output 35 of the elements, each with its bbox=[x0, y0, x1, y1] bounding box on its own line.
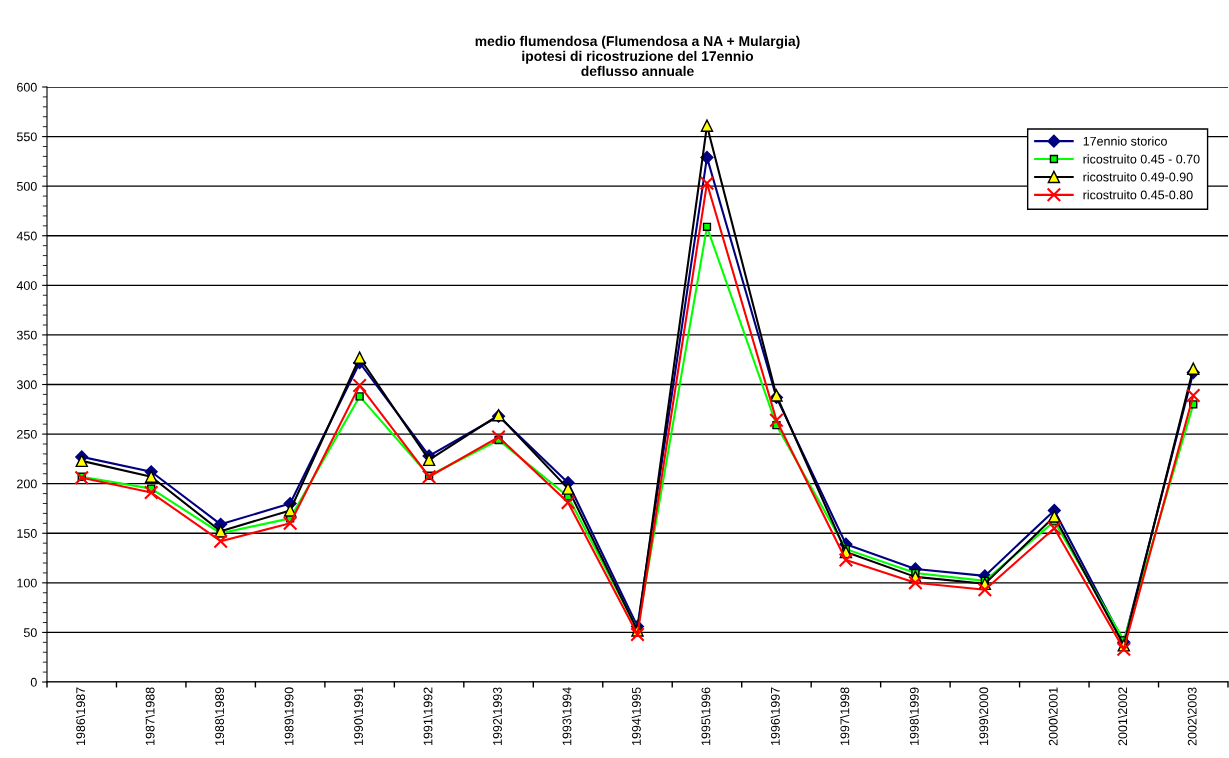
x-tick-label: 1990\1991 bbox=[353, 687, 363, 745]
legend-label: ricostruito 0.45-0.80 bbox=[1083, 190, 1193, 200]
y-tick-label: 100 bbox=[17, 578, 37, 588]
x-tick-label: 1992\1993 bbox=[492, 687, 502, 745]
chart-title: medio flumendosa (Flumendosa a NA + Mulargia) ipotesi di ricostruzione del 17ennio deflusso annuale bbox=[475, 35, 800, 77]
y-tick-label: 600 bbox=[17, 82, 37, 92]
x-tick-label: 2002\2003 bbox=[1187, 687, 1197, 746]
x-tick-label: 1987\1988 bbox=[145, 687, 155, 745]
x-tick-label: 1997\1998 bbox=[840, 687, 850, 745]
legend-label: 17ennio storico bbox=[1083, 136, 1167, 146]
y-tick-label: 50 bbox=[23, 628, 37, 638]
x-tick-label: 1989\1990 bbox=[284, 687, 294, 745]
x-tick-label: 1998\1999 bbox=[909, 687, 919, 745]
x-tick-label: 1988\1989 bbox=[214, 687, 225, 745]
y-tick-label: 0 bbox=[30, 677, 37, 687]
y-tick-label: 250 bbox=[17, 429, 37, 439]
x-tick-label: 1986\1987 bbox=[75, 687, 86, 745]
y-tick-label: 500 bbox=[16, 181, 37, 191]
x-tick-label: 1999\2000 bbox=[979, 687, 989, 745]
y-tick-label: 300 bbox=[16, 380, 37, 390]
y-tick-label: 550 bbox=[16, 132, 37, 142]
y-tick-label: 150 bbox=[17, 529, 37, 538]
legend-label: ricostruito 0.45 - 0.70 bbox=[1083, 154, 1200, 164]
legend-label: ricostruito 0.49-0.90 bbox=[1083, 172, 1193, 182]
x-tick-label: 2000\2001 bbox=[1048, 687, 1058, 746]
y-tick-label: 350 bbox=[16, 330, 37, 340]
x-tick-label: 2001\2002 bbox=[1117, 687, 1128, 746]
x-tick-label: 1994\1995 bbox=[631, 687, 641, 745]
y-tick-label: 450 bbox=[16, 231, 37, 241]
y-tick-label: 400 bbox=[16, 281, 37, 290]
x-tick-label: 1991\1992 bbox=[423, 687, 433, 745]
x-tick-label: 1996\1997 bbox=[770, 687, 780, 745]
y-tick-label: 200 bbox=[17, 479, 37, 489]
x-tick-label: 1993\1994 bbox=[562, 687, 572, 745]
x-tick-label: 1995\1996 bbox=[701, 687, 711, 745]
